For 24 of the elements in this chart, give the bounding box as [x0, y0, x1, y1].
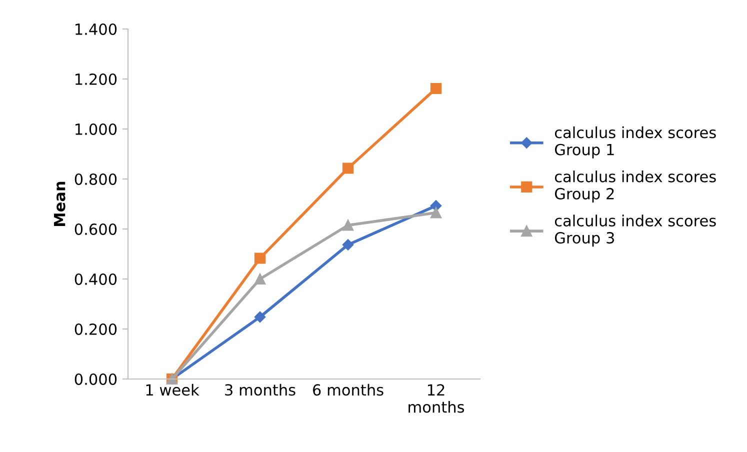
point [254, 311, 266, 323]
y-tick-label: 1.400 [76, 23, 117, 36]
legend-label: calculus index scores Group 1 [554, 126, 716, 158]
y-tick-label: 0.200 [74, 323, 117, 336]
point [342, 220, 354, 231]
x-tick-label: 1 week [146, 384, 200, 396]
point [342, 162, 354, 174]
y-tick-label: 0.400 [74, 273, 117, 286]
point [430, 82, 442, 94]
legend-label: calculus index scores Group 3 [554, 214, 716, 247]
point [342, 239, 354, 250]
x-tick-label: 6 months [313, 384, 384, 396]
x-tick-label: 12 months [408, 384, 464, 413]
point [254, 252, 266, 264]
legend-label: calculus index scores Group 2 [554, 170, 716, 202]
point [254, 273, 266, 285]
y-tick-label: 0.600 [74, 223, 117, 236]
y-tick-label: 0.800 [74, 173, 117, 186]
y-axis-title: Mean [54, 182, 66, 226]
x-tick-label: 3 months [225, 384, 296, 396]
y-tick-label: 1.200 [76, 73, 117, 86]
y-tick-label: 1.000 [76, 123, 117, 136]
point [430, 207, 442, 218]
y-tick-label: 0.000 [74, 373, 117, 386]
